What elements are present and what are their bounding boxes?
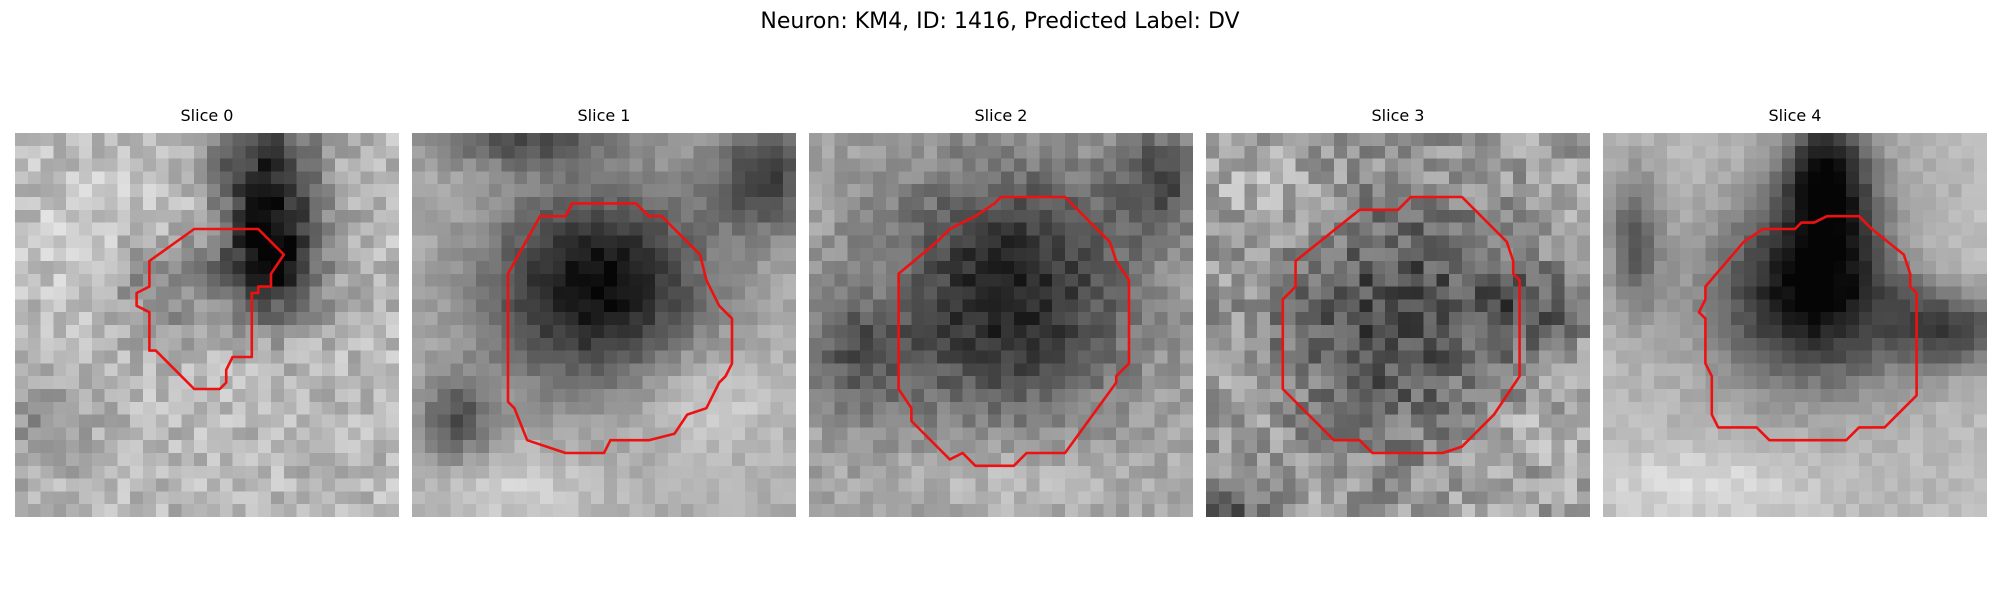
figure-title: Neuron: KM4, ID: 1416, Predicted Label: … <box>760 9 1240 34</box>
contour-outline-3 <box>1281 195 1521 455</box>
slice-panels: Slice 0 Slice 1 Slice 2 Slice 3 Slice 4 <box>15 105 1987 525</box>
contour-outline-0 <box>135 227 286 391</box>
contour-outline-2 <box>897 195 1131 468</box>
slice-title-1: Slice 1 <box>577 106 631 125</box>
slice-image-3 <box>1206 133 1590 517</box>
contour-outline-1 <box>506 202 734 455</box>
slice-title-0: Slice 0 <box>180 106 234 125</box>
slice-image-0 <box>15 133 399 517</box>
slice-panel-2: Slice 2 <box>809 105 1193 525</box>
slice-panel-3: Slice 3 <box>1206 105 1590 525</box>
slice-title-2: Slice 2 <box>974 106 1028 125</box>
slice-title-4: Slice 4 <box>1768 106 1822 125</box>
slice-image-2 <box>809 133 1193 517</box>
slice-panel-1: Slice 1 <box>412 105 796 525</box>
slice-image-4 <box>1603 133 1987 517</box>
slice-panel-0: Slice 0 <box>15 105 399 525</box>
slice-panel-4: Slice 4 <box>1603 105 1987 525</box>
slice-image-1 <box>412 133 796 517</box>
contour-outline-4 <box>1697 214 1918 442</box>
slice-title-3: Slice 3 <box>1371 106 1425 125</box>
